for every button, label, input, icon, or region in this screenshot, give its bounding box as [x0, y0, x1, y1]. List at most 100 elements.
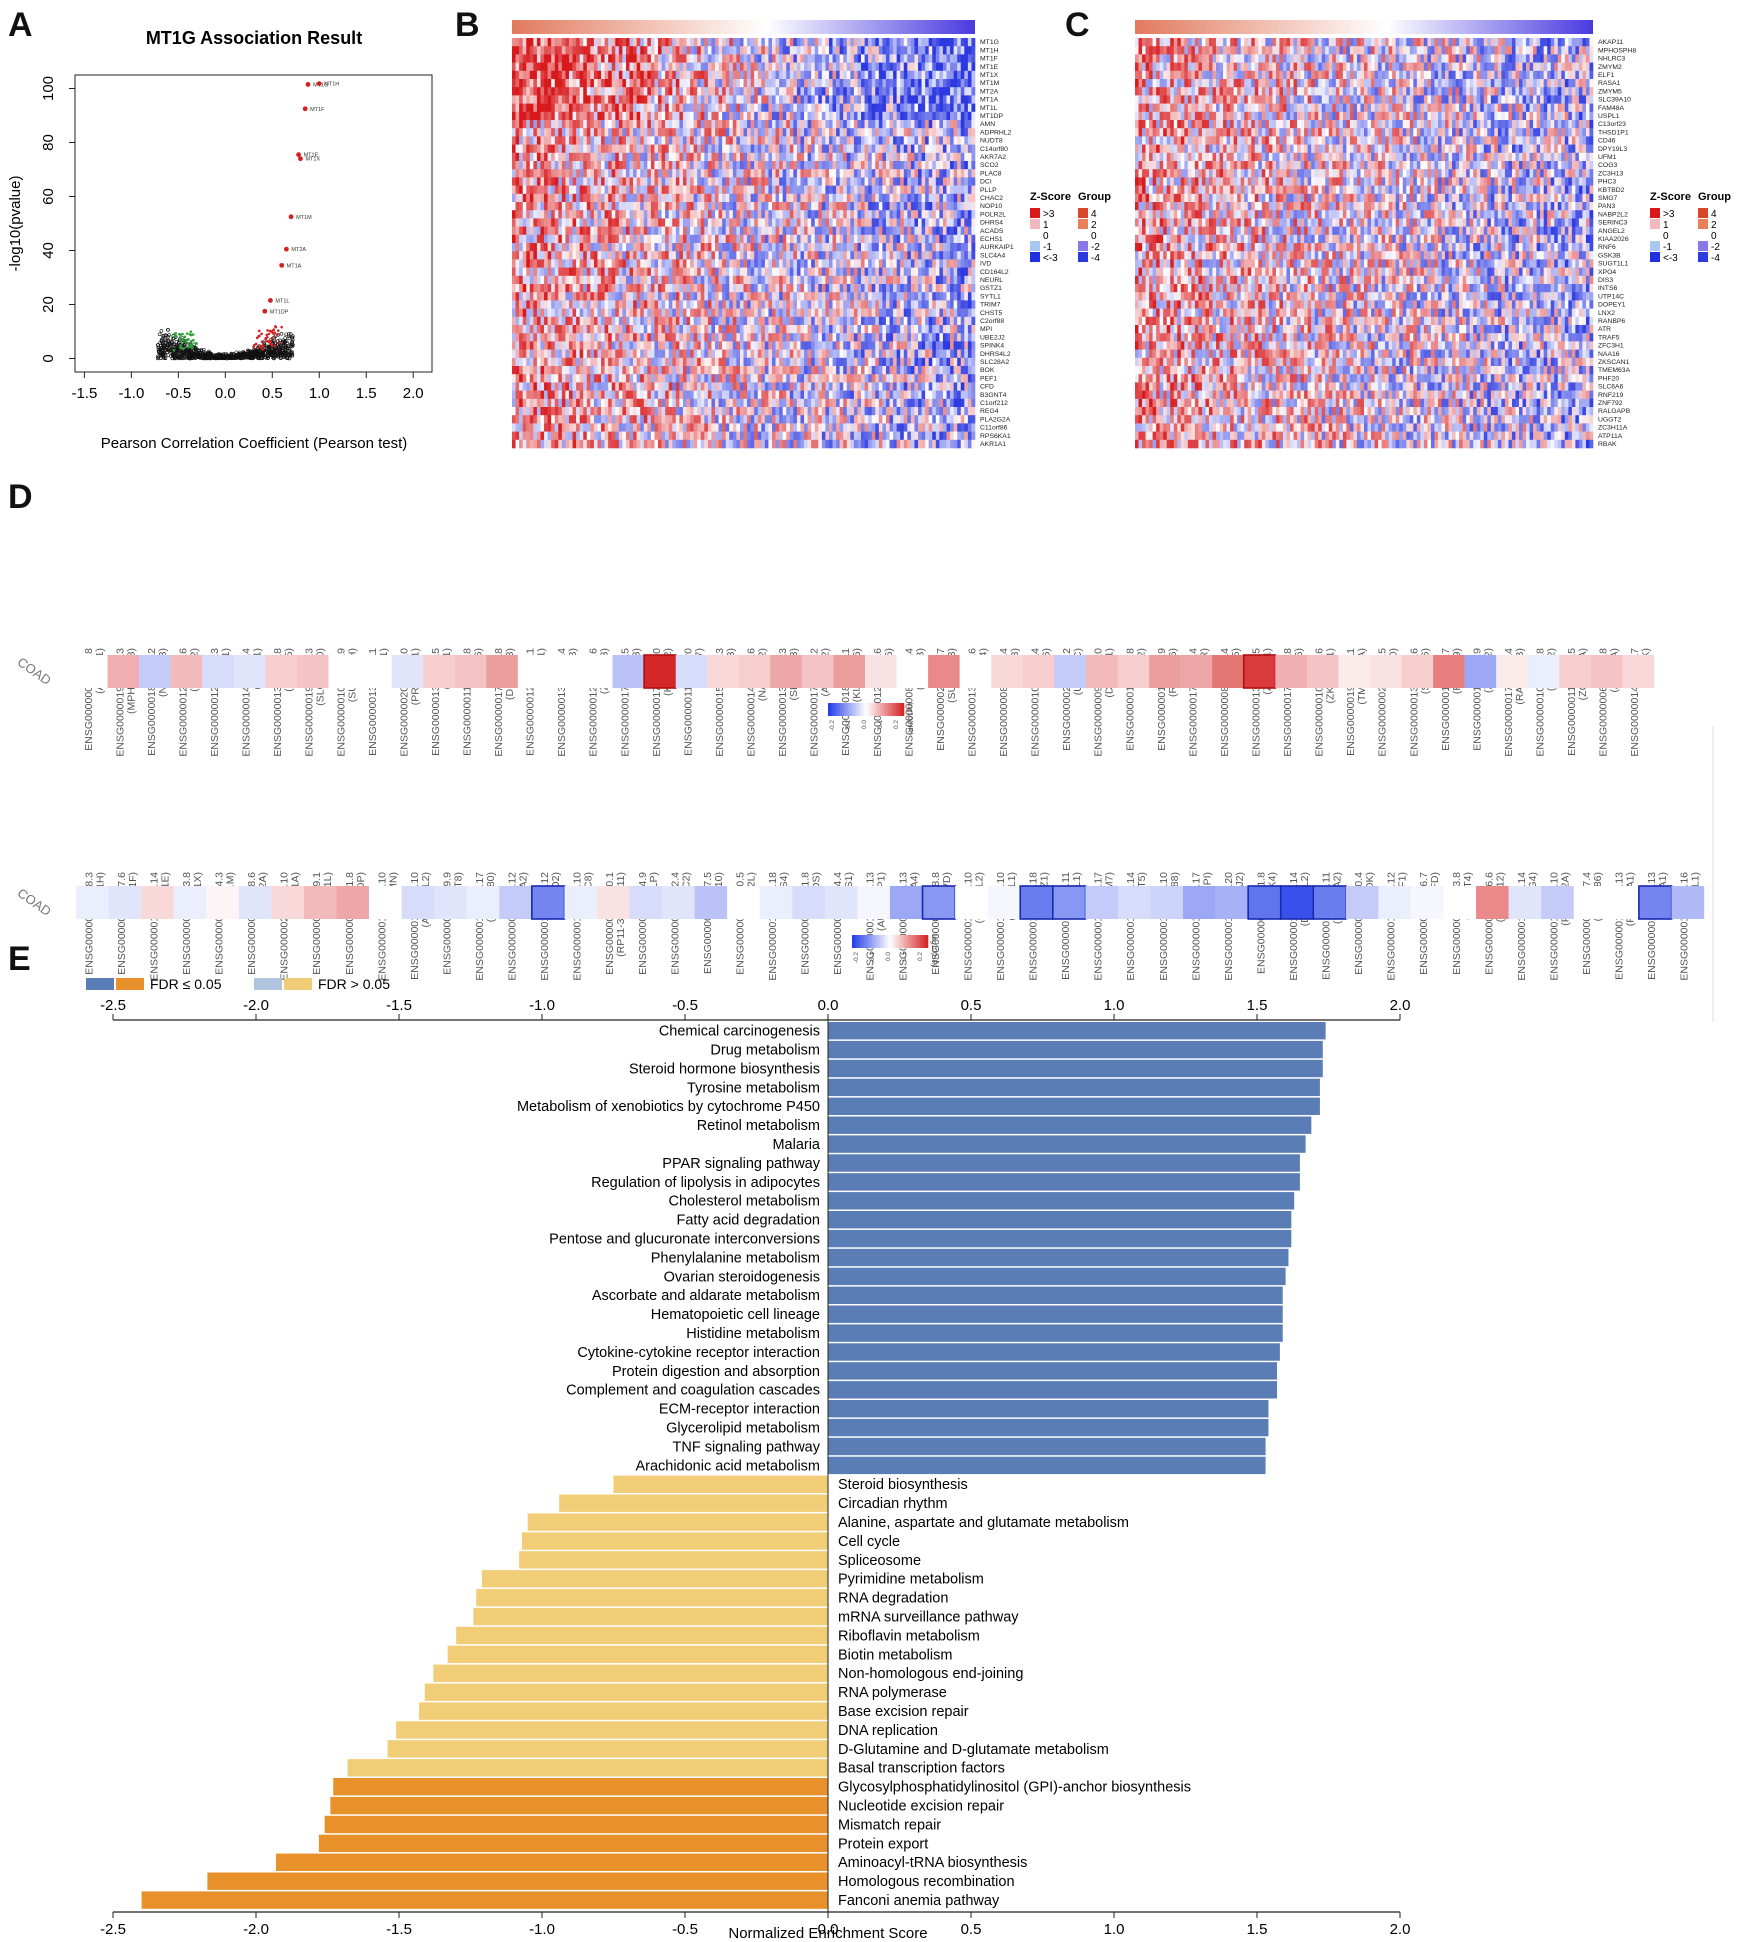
heat-cell	[775, 46, 780, 55]
heat-cell	[658, 38, 662, 47]
heat-cell	[807, 46, 812, 55]
heat-cell	[928, 38, 933, 47]
heat-cell	[843, 177, 848, 186]
heat-cell	[768, 38, 773, 47]
heat-cell	[782, 46, 787, 55]
heat-cell	[654, 95, 659, 104]
heat-cell	[554, 54, 559, 63]
heat-cell	[704, 185, 709, 195]
heat-cell	[718, 243, 723, 252]
heat-cell	[686, 251, 691, 260]
heat-cell	[654, 185, 659, 195]
x-tick-label: 2.0	[403, 385, 424, 402]
heat-cell	[853, 202, 858, 211]
heat-cell	[732, 103, 737, 113]
heat-cell	[903, 103, 908, 113]
heat-cell	[512, 218, 516, 227]
heat-cell	[789, 185, 794, 195]
heat-cell	[861, 226, 865, 236]
heat-cell	[515, 267, 520, 277]
heat-cell	[825, 87, 830, 96]
cloud-point	[162, 352, 167, 356]
heat-cell	[682, 103, 687, 113]
heat-cell	[971, 46, 976, 55]
cloud-point	[241, 354, 246, 359]
heat-cell	[907, 144, 912, 154]
heat-cell	[572, 284, 577, 293]
heat-cell	[544, 284, 548, 293]
heat-cell	[764, 111, 769, 121]
heat-cell	[711, 103, 716, 113]
heat-cell	[526, 95, 531, 104]
heat-cell	[771, 54, 776, 63]
heat-cell	[789, 251, 794, 260]
heat-cell	[950, 251, 954, 260]
heat-cell	[629, 259, 634, 268]
heat-cell	[775, 152, 780, 162]
heat-cell	[629, 202, 634, 211]
heat-cell	[804, 54, 808, 63]
heat-cell	[665, 136, 670, 145]
heat-cell	[686, 87, 691, 96]
chart-a-title: MT1G Association Result	[146, 28, 362, 48]
heat-cell	[939, 128, 944, 137]
heat-cell	[611, 284, 616, 293]
heat-cell	[836, 193, 840, 203]
heat-cell	[697, 161, 702, 170]
heat-cell	[597, 169, 602, 178]
heat-cell	[971, 251, 976, 260]
heat-cell	[533, 210, 538, 219]
heat-cell	[725, 243, 730, 252]
heat-cell	[832, 70, 837, 80]
heat-cell	[789, 193, 794, 203]
heat-cell	[750, 38, 755, 47]
heat-cell	[650, 120, 655, 129]
heat-cell	[910, 267, 915, 277]
heat-cell	[618, 169, 623, 178]
heat-cell	[547, 234, 552, 244]
heat-cell	[704, 95, 709, 104]
heat-cell	[853, 185, 858, 195]
heat-cell	[918, 259, 922, 268]
heat-cell	[536, 79, 541, 88]
heat-cell	[939, 38, 944, 47]
heat-cell	[551, 234, 556, 244]
heat-cell	[928, 54, 933, 63]
heat-cell	[597, 161, 602, 170]
heat-cell	[522, 144, 527, 154]
heat-cell	[918, 103, 922, 113]
heat-cell	[960, 267, 965, 277]
heat-cell	[757, 152, 762, 162]
heat-cell	[875, 54, 880, 63]
heat-cell	[732, 267, 737, 277]
heat-cell	[814, 243, 819, 252]
heat-cell	[750, 144, 755, 154]
heat-cell	[925, 120, 929, 129]
heat-cell	[796, 169, 801, 178]
heat-cell	[928, 128, 933, 137]
heat-cell	[643, 202, 648, 211]
heat-cell	[903, 267, 908, 277]
heat-cell	[629, 185, 634, 195]
heat-cell	[903, 46, 908, 55]
heat-cell	[636, 243, 641, 252]
heat-cell	[796, 267, 801, 277]
heat-cell	[636, 210, 641, 219]
heat-cell	[536, 161, 541, 170]
heat-cell	[722, 79, 726, 88]
heat-cell	[718, 218, 723, 227]
heat-cell	[625, 70, 630, 80]
heat-cell	[643, 70, 648, 80]
heat-cell	[811, 152, 816, 162]
heat-cell	[519, 46, 523, 55]
heat-cell	[519, 243, 523, 252]
heat-cell	[643, 152, 648, 162]
heat-cell	[935, 210, 940, 219]
heat-cell	[700, 193, 705, 203]
heat-cell	[942, 218, 947, 227]
heat-cell	[896, 120, 901, 129]
heat-cell	[750, 120, 755, 129]
heat-cell	[722, 161, 726, 170]
cloud-point	[247, 354, 252, 358]
heat-cell	[690, 210, 694, 219]
